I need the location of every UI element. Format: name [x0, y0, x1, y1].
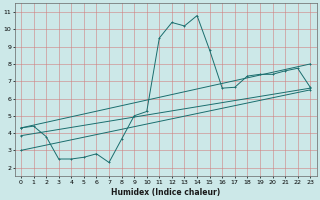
X-axis label: Humidex (Indice chaleur): Humidex (Indice chaleur)	[111, 188, 220, 197]
